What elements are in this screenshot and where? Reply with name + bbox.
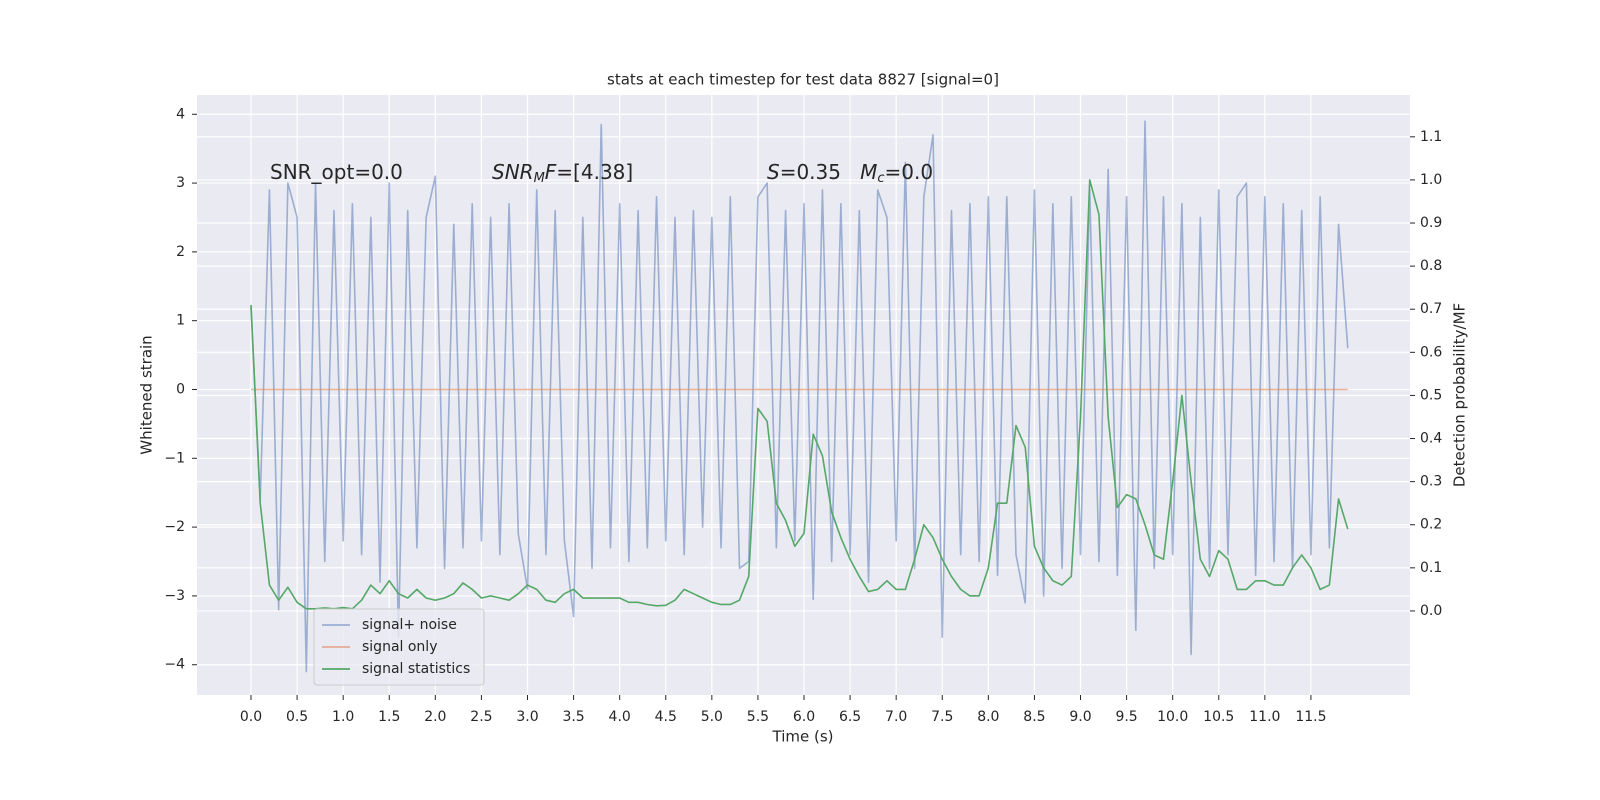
series-line	[250, 179, 1349, 610]
y2-tick-label: 0.7	[1420, 301, 1442, 317]
x-tick-label: 11.5	[1295, 709, 1326, 725]
x-tick-label: 2.5	[470, 709, 492, 725]
y-tick-label: 4	[176, 106, 185, 122]
annotation-part: c	[877, 171, 884, 186]
legend-label: signal+ noise	[362, 617, 457, 633]
x-tick-label: 3.5	[562, 709, 584, 725]
y-tick-label: 3	[176, 175, 185, 191]
x-tick-label: 9.0	[1069, 709, 1091, 725]
y2-axis-label: Detection probability/MF	[1451, 303, 1469, 487]
y2-tick-label: 1.0	[1420, 172, 1442, 188]
x-tick-label: 0.5	[286, 709, 308, 725]
y2-tick-label: 0.8	[1420, 258, 1442, 274]
y-tick-label: 2	[176, 244, 185, 260]
legend-box	[313, 608, 485, 686]
x-axis-label: Time (s)	[772, 728, 834, 746]
x-tick-label: 5.5	[747, 709, 769, 725]
y-tick-label: 1	[176, 313, 185, 329]
x-tick-label: 5.0	[701, 709, 723, 725]
annotation-part: F	[545, 160, 557, 184]
y2-tick-label: 0.6	[1420, 344, 1442, 360]
x-tick-label: 4.0	[609, 709, 631, 725]
x-tick-label: 1.5	[378, 709, 400, 725]
marks	[250, 120, 1349, 673]
x-tick-label: 4.5	[655, 709, 677, 725]
y2-tick-label: 0.9	[1420, 215, 1442, 231]
legend-label: signal only	[362, 639, 437, 655]
annotation-part: M	[860, 160, 877, 184]
y-tick-label: 0	[176, 381, 185, 397]
y2-tick-label: 0.3	[1420, 474, 1442, 490]
x-tick-label: 9.5	[1115, 709, 1137, 725]
annotation-part: SNR_opt=0.0	[270, 160, 403, 184]
y-tick-label: −3	[164, 588, 185, 604]
annotation-part: SNR	[492, 160, 534, 184]
annotation: S=0.35 Mc=0.0	[767, 160, 933, 186]
x-tick-label: 0.0	[240, 709, 262, 725]
y2-tick-label: 0.0	[1420, 603, 1442, 619]
x-tick-label: 11.0	[1249, 709, 1280, 725]
annotation-part: =[4.38]	[556, 160, 633, 184]
x-tick-label: 8.5	[1023, 709, 1045, 725]
x-tick-label: 7.0	[885, 709, 907, 725]
y-tick-label: −2	[164, 519, 185, 535]
annotation-part: M	[534, 171, 545, 186]
chart-title: stats at each timestep for test data 882…	[607, 71, 999, 89]
x-tick-label: 10.0	[1157, 709, 1188, 725]
x-tick-label: 6.0	[793, 709, 815, 725]
y2-tick-label: 0.4	[1420, 431, 1442, 447]
x-tick-label: 8.0	[977, 709, 999, 725]
y2-tick-label: 0.2	[1420, 517, 1442, 533]
y-tick-label: −4	[164, 657, 185, 673]
legend-label: signal statistics	[362, 661, 470, 677]
x-tick-label: 1.0	[332, 709, 354, 725]
y2-tick-label: 0.5	[1420, 387, 1442, 403]
y2-tick-label: 0.1	[1420, 560, 1442, 576]
x-tick-label: 10.5	[1203, 709, 1234, 725]
annotation-part: S	[767, 160, 780, 184]
x-tick-label: 6.5	[839, 709, 861, 725]
annotation: SNR_opt=0.0	[270, 160, 403, 184]
annotation-part: =0.0	[885, 160, 934, 184]
y-axis-label: Whitened strain	[138, 335, 156, 454]
x-tick-label: 3.0	[516, 709, 538, 725]
x-tick-label: 2.0	[424, 709, 446, 725]
labels: 0.0 0.5 1.0 1.5 2.0 2.5 3.0 3.5 4.0 4.5 5.0 5.5 6.0 6…	[164, 106, 1442, 725]
x-tick-label: 7.5	[931, 709, 953, 725]
y-tick-label: −1	[164, 450, 185, 466]
series-line	[250, 120, 1349, 673]
y2-tick-label: 1.1	[1420, 129, 1442, 145]
annotation-part: =0.35	[780, 160, 860, 184]
annotation: SNRMF=[4.38]	[492, 160, 633, 186]
